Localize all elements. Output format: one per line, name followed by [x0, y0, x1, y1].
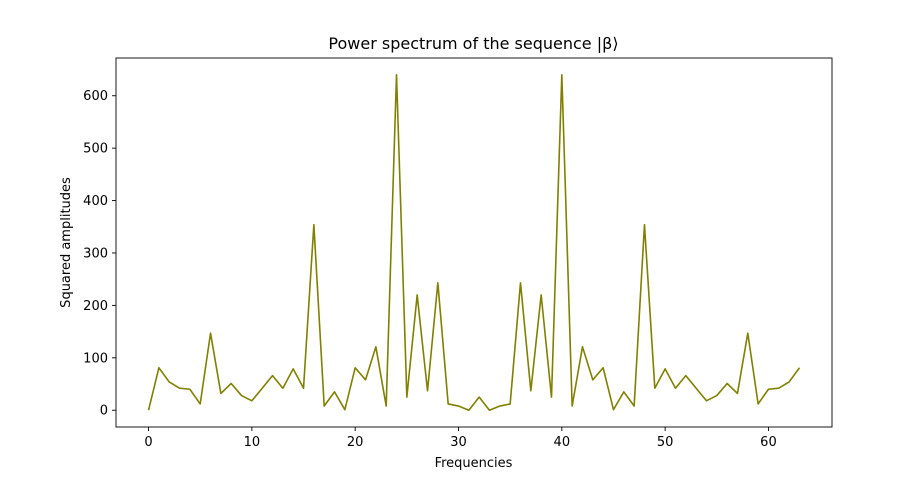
- y-axis-label: Squared amplitudes: [59, 177, 74, 308]
- y-tick-label: 500: [83, 142, 108, 157]
- x-tick-label: 50: [657, 435, 674, 450]
- x-tick-label: 60: [760, 435, 777, 450]
- y-tick-label: 0: [100, 404, 108, 419]
- axes-frame: [115, 57, 833, 428]
- x-tick-label: 40: [554, 435, 571, 450]
- x-axis-label: Frequencies: [435, 456, 513, 471]
- x-axis-ticks: 0 10 20 30 40 50 60: [144, 427, 777, 450]
- plot-area: [115, 57, 833, 428]
- y-tick-label: 200: [83, 299, 108, 314]
- series-line-0: [147, 73, 801, 412]
- y-tick-label: 400: [83, 194, 108, 209]
- x-tick-label: 30: [450, 435, 467, 450]
- y-axis-ticks: 0 100 200 300 400 500 600: [83, 89, 116, 419]
- chart-title: Power spectrum of the sequence |β⟩: [328, 34, 618, 53]
- y-tick-label: 100: [83, 351, 108, 366]
- y-tick-label: 300: [83, 246, 108, 261]
- x-tick-label: 20: [347, 435, 364, 450]
- x-tick-label: 10: [244, 435, 261, 450]
- x-tick-label: 0: [144, 435, 152, 450]
- y-tick-label: 600: [83, 89, 108, 104]
